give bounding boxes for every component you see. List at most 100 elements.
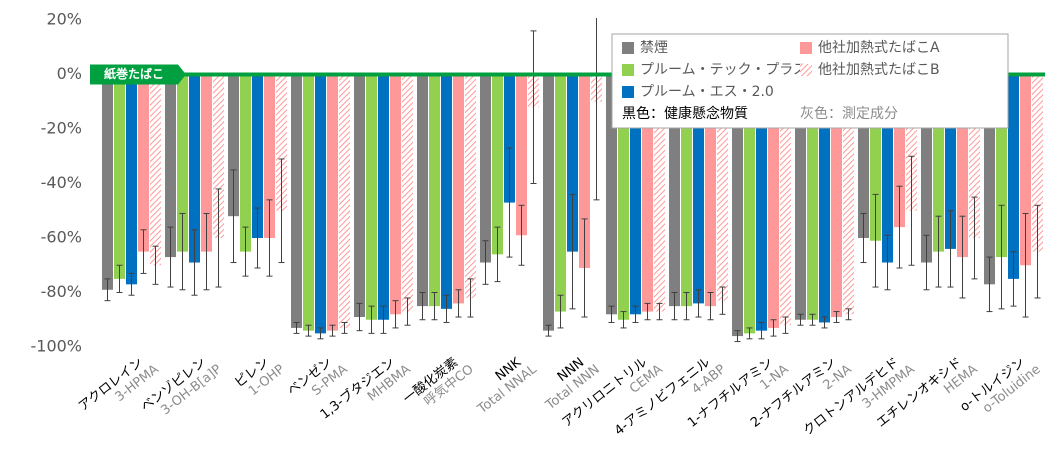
bar — [606, 74, 617, 315]
bar — [843, 74, 854, 315]
bar — [402, 74, 413, 312]
bar — [126, 74, 137, 285]
bar — [177, 74, 188, 252]
y-tick-label: -80% — [41, 282, 82, 301]
bar — [705, 74, 716, 307]
bar — [756, 74, 767, 331]
y-tick-label: -60% — [41, 228, 82, 247]
bar — [276, 74, 287, 211]
bar-layer — [102, 18, 1043, 343]
reference-label: 紙巻たばこ — [104, 66, 164, 81]
bar — [921, 74, 932, 263]
legend-swatch — [622, 86, 634, 98]
bar — [768, 74, 779, 328]
bar — [894, 74, 905, 228]
y-tick-label: 0% — [57, 64, 82, 83]
bar — [492, 74, 503, 255]
bar — [189, 74, 200, 263]
y-tick-label: -20% — [41, 119, 82, 138]
bar — [819, 74, 830, 323]
bar — [732, 74, 743, 337]
bar — [465, 74, 476, 298]
bar — [114, 74, 125, 279]
legend-swatch — [622, 42, 634, 54]
bar — [504, 74, 515, 203]
bar — [630, 74, 641, 315]
bar — [390, 74, 401, 315]
legend-swatch — [800, 42, 812, 54]
bar — [579, 74, 590, 268]
bar — [933, 74, 944, 252]
bar — [429, 74, 440, 307]
bar — [138, 74, 149, 252]
bar — [240, 74, 251, 252]
bar — [795, 74, 806, 320]
bar — [150, 74, 161, 266]
legend-label: 他社加熱式たばこB — [818, 62, 940, 78]
bar — [831, 74, 842, 318]
bar — [339, 74, 350, 328]
bar — [366, 74, 377, 320]
legend-label: 他社加熱式たばこA — [818, 40, 940, 56]
bar — [555, 74, 566, 312]
legend-label: プルーム・テック・プラス — [640, 62, 807, 78]
bar — [264, 74, 275, 238]
bar — [906, 74, 917, 211]
y-tick-label: -100% — [30, 337, 82, 356]
bar — [1008, 74, 1019, 279]
bar — [969, 74, 980, 238]
bar — [315, 74, 326, 334]
bar — [453, 74, 464, 304]
bar — [618, 74, 629, 320]
bar — [957, 74, 968, 258]
bar — [327, 74, 338, 331]
bar — [984, 74, 995, 285]
legend-swatch — [800, 64, 812, 76]
bar — [870, 74, 881, 241]
bar — [303, 74, 314, 331]
bar — [516, 74, 527, 236]
bar — [882, 74, 893, 263]
bar — [642, 74, 653, 312]
bar — [654, 74, 665, 312]
axis-layer: -100% -80% -60% -40% -20% 0% 20% — [30, 10, 90, 356]
bar — [567, 74, 578, 252]
bar — [291, 74, 302, 328]
legend-label: 禁煙 — [640, 40, 668, 56]
bar — [480, 74, 491, 263]
bar — [744, 74, 755, 334]
bar — [1020, 74, 1031, 266]
y-tick-label: 20% — [46, 10, 82, 29]
bar — [945, 74, 956, 249]
bar — [201, 74, 212, 252]
bar — [165, 74, 176, 258]
bar — [693, 74, 704, 304]
reference-tag — [90, 64, 186, 85]
bar — [102, 74, 113, 290]
bar — [354, 74, 365, 318]
bar — [807, 74, 818, 320]
bar — [1032, 74, 1043, 252]
bar — [543, 74, 554, 331]
bar — [858, 74, 869, 238]
bar — [417, 74, 428, 307]
bar — [441, 74, 452, 309]
bar — [717, 74, 728, 301]
bar — [780, 74, 791, 326]
bar — [252, 74, 263, 238]
legend-swatch — [622, 64, 634, 76]
legend-note: 灰色：測定成分 — [800, 105, 898, 122]
bar — [228, 74, 239, 217]
bar — [213, 74, 224, 238]
bar — [669, 74, 680, 307]
bar — [681, 74, 692, 307]
legend-label: プルーム・エス・2.0 — [640, 84, 774, 100]
